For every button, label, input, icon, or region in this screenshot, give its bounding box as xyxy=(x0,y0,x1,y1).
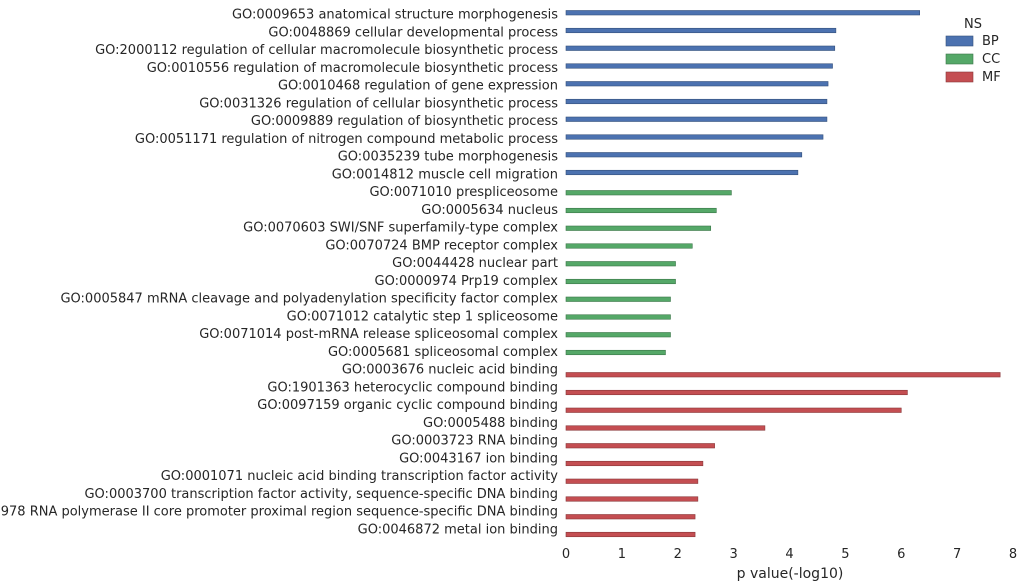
bar-cc xyxy=(565,278,676,285)
bar-cc xyxy=(565,243,693,249)
legend: NS BP CC MF xyxy=(945,17,1001,85)
bar-bp xyxy=(565,169,799,176)
x-tick-label: 3 xyxy=(729,547,737,562)
bar-mf xyxy=(565,443,715,449)
category-label: GO:0010556 regulation of macromolecule b… xyxy=(147,61,558,76)
bar-cc xyxy=(565,261,676,267)
category-label: GO:0005634 nucleus xyxy=(421,203,558,218)
bar-bp xyxy=(565,10,920,16)
bar-mf xyxy=(565,531,696,538)
bar-cc xyxy=(565,314,671,320)
category-label: GO:0003723 RNA binding xyxy=(391,434,558,449)
category-label: GO:0070603 SWI/SNF superfamily-type comp… xyxy=(243,221,558,236)
legend-swatch-mf xyxy=(945,71,974,83)
category-label: GO:0046872 metal ion binding xyxy=(358,522,558,537)
bar-mf xyxy=(565,372,1001,378)
bar-bp xyxy=(565,134,824,140)
bar-cc xyxy=(565,349,666,356)
bar-mf xyxy=(565,514,696,520)
bar-mf xyxy=(565,478,699,484)
category-label: GO:0003676 nucleic acid binding xyxy=(342,363,558,378)
category-label: GO:0035239 tube morphogenesis xyxy=(338,150,558,165)
bar-bp xyxy=(565,152,803,158)
bar-mf xyxy=(565,460,704,467)
bars xyxy=(565,10,1001,538)
bar-cc xyxy=(565,225,712,231)
x-tick-label: 0 xyxy=(562,547,570,562)
bar-bp xyxy=(565,45,836,51)
category-label: GO:0009889 regulation of biosynthetic pr… xyxy=(251,114,558,129)
category-label: GO:0048869 cellular developmental proces… xyxy=(268,25,558,40)
category-label: GO:0003700 transcription factor activity… xyxy=(84,487,558,502)
bar-bp xyxy=(565,81,829,87)
legend-swatch-bp xyxy=(945,35,974,47)
x-tick-label: 2 xyxy=(674,547,682,562)
bar-bp xyxy=(565,27,837,34)
bar-cc xyxy=(565,190,732,196)
category-label: GO:0071010 prespliceosome xyxy=(369,185,558,200)
category-label: GO:0009653 anatomical structure morphoge… xyxy=(232,8,558,23)
x-tick-label: 4 xyxy=(785,547,793,562)
category-label: GO:0001071 nucleic acid binding transcri… xyxy=(161,469,559,484)
category-label: GO:0043167 ion binding xyxy=(399,451,558,466)
category-label: GO:2000112 regulation of cellular macrom… xyxy=(95,43,558,58)
category-labels: GO:0009653 anatomical structure morphoge… xyxy=(0,8,558,538)
x-tick-label: 6 xyxy=(897,547,905,562)
category-label: GO:0031326 regulation of cellular biosyn… xyxy=(199,96,558,111)
bar-mf xyxy=(565,425,766,431)
bar-bp xyxy=(565,63,833,69)
category-label: GO:0070724 BMP receptor complex xyxy=(325,238,558,253)
bar-cc xyxy=(565,332,671,338)
category-label: GO:0071012 catalytic step 1 spliceosome xyxy=(287,309,558,324)
category-label: GO:0071014 post-mRNA release spliceosoma… xyxy=(199,327,558,342)
category-label: GO:0005847 mRNA cleavage and polyadenyla… xyxy=(60,292,558,307)
category-label: GO:0014812 muscle cell migration xyxy=(332,167,558,182)
bar-mf xyxy=(565,407,902,413)
bar-mf xyxy=(565,389,908,396)
legend-label-mf: MF xyxy=(982,70,1001,85)
legend-swatch-cc xyxy=(945,53,974,65)
category-label: GO:0005681 spliceosomal complex xyxy=(328,345,558,360)
category-label: GO:0051171 regulation of nitrogen compou… xyxy=(135,132,558,147)
legend-label-bp: BP xyxy=(982,34,999,49)
category-label: GO:1901363 heterocyclic compound binding xyxy=(267,380,558,395)
bar-mf xyxy=(565,496,699,502)
x-tick-label: 8 xyxy=(1009,547,1017,562)
legend-label-cc: CC xyxy=(982,52,1000,67)
bar-bp xyxy=(565,98,828,105)
category-label: GO:0000974 Prp19 complex xyxy=(375,274,559,289)
bar-cc xyxy=(565,207,717,214)
x-axis-label: p value(-log10) xyxy=(737,566,844,582)
category-label: GO:0005488 binding xyxy=(423,416,558,431)
category-label: GO:0000978 RNA polymerase II core promot… xyxy=(0,505,558,520)
category-label: GO:0097159 organic cyclic compound bindi… xyxy=(257,398,558,413)
bar-cc xyxy=(565,296,671,302)
x-tick-label: 7 xyxy=(953,547,961,562)
x-tick-label: 1 xyxy=(618,547,626,562)
category-label: GO:0044428 nuclear part xyxy=(392,256,558,271)
x-tick-label: 5 xyxy=(841,547,849,562)
bar-bp xyxy=(565,116,828,122)
legend-title: NS xyxy=(964,17,982,32)
x-axis-ticks: 0 1 2 3 4 5 6 7 8 xyxy=(562,547,1017,562)
category-label: GO:0010468 regulation of gene expression xyxy=(278,79,558,94)
